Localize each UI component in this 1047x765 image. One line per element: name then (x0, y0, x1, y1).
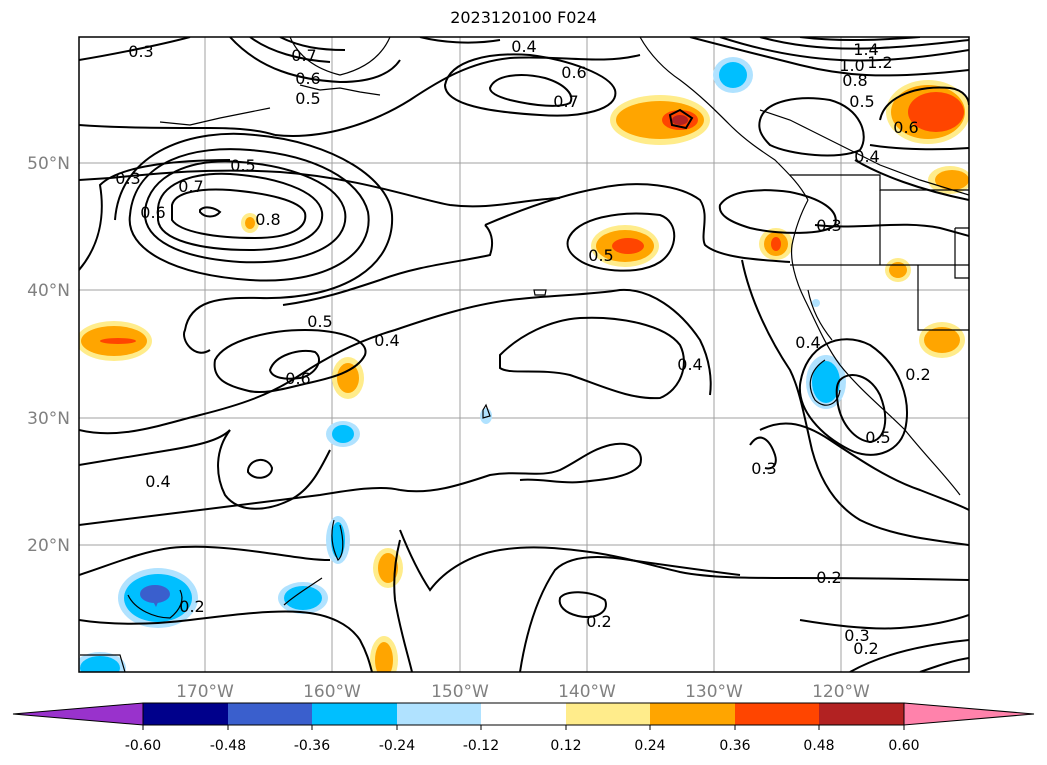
contour-label: 0.4 (511, 37, 536, 56)
colorbar-tick-label: -0.36 (294, 738, 330, 754)
contour-label: 0.3 (844, 626, 869, 645)
contour-label: 0.2 (905, 365, 930, 384)
graticule (79, 37, 969, 672)
colorbar-tick-label: 0.12 (550, 738, 581, 754)
colorbar-tick-label: 0.48 (803, 738, 834, 754)
map-title: 2023120100 F024 (450, 8, 597, 27)
lon-label: 170°W (176, 682, 234, 702)
contour-label: 0.5 (849, 92, 874, 111)
contour-label: 0.5 (307, 312, 332, 331)
map-background (79, 37, 969, 672)
contour-label: 0.4 (795, 333, 820, 352)
contour-label: 0.7 (553, 92, 578, 111)
colorbar-tick-label: 0.24 (634, 738, 665, 754)
colorbar-bin (228, 703, 312, 725)
contour-label: 0.6 (140, 203, 165, 222)
lon-label: 130°W (685, 682, 743, 702)
contour-lines (79, 37, 969, 672)
contour-label: 0.5 (295, 89, 320, 108)
colorbar-tick-label: -0.48 (210, 738, 246, 754)
colorbar-tick-label: 0.36 (719, 738, 750, 754)
contour-label: 0.5 (588, 246, 613, 265)
contour-label: 0.6 (295, 69, 320, 88)
colorbar-max-extend (903, 702, 1035, 726)
colorbar-frame (142, 702, 905, 726)
contour-label: 0.2 (586, 612, 611, 631)
contour-label: 0.6 (893, 118, 918, 137)
contour-label: 0.8 (842, 71, 867, 90)
contour-label: 1.0 (839, 56, 864, 75)
contour-label: 0.2 (816, 568, 841, 587)
contour-label: 0.3 (816, 216, 841, 235)
contour-label: 0.4 (677, 355, 702, 374)
contour-labels: 0.3 0.7 0.6 0.5 0.4 0.6 0.7 1.4 1.2 1.0 … (115, 37, 930, 658)
negative-anomaly-fills (79, 57, 846, 672)
colorbar-min-extend (12, 702, 144, 726)
contour-label: 0.4 (854, 147, 879, 166)
lon-label: 150°W (431, 682, 489, 702)
contour-label: 0.6 (285, 369, 310, 388)
contour-label: 0.5 (230, 156, 255, 175)
contour-label: 0.6 (561, 63, 586, 82)
latitude-labels: 50°N 40°N 30°N 20°N (27, 154, 70, 556)
lat-label: 40°N (27, 281, 70, 301)
colorbar-bin (312, 703, 397, 725)
colorbar-bin (397, 703, 481, 725)
contour-label: 0.2 (179, 597, 204, 616)
contour-label: 0.4 (145, 472, 170, 491)
contour-label: 1.2 (867, 53, 892, 72)
contour-label: 0.3 (128, 42, 153, 61)
map-frame (78, 36, 970, 673)
contour-label: 0.3 (751, 459, 776, 478)
colorbar-tick-label: -0.24 (379, 738, 415, 754)
colorbar-tick-label: -0.60 (125, 738, 161, 754)
contour-label: 0.7 (291, 46, 316, 65)
colorbar-ticks (142, 725, 905, 730)
longitude-labels: 170°W 160°W 150°W 140°W 130°W 120°W (176, 682, 870, 702)
colorbar-tick-label: 0.60 (888, 738, 919, 754)
contour-label: 0.4 (374, 331, 399, 350)
contour-label: 0.8 (255, 210, 280, 229)
lon-label: 140°W (558, 682, 616, 702)
lat-label: 50°N (27, 154, 70, 174)
colorbar-bin (481, 703, 566, 725)
colorbar-bin (650, 703, 735, 725)
contour-label: 0.5 (865, 428, 890, 447)
colorbar-bin (566, 703, 650, 725)
colorbar: -0.60 -0.48 -0.36 -0.24 -0.12 0.12 0.24 … (12, 702, 1035, 754)
lat-label: 20°N (27, 536, 70, 556)
contour-label: 0.3 (115, 169, 140, 188)
colorbar-bin (819, 703, 904, 725)
contour-label: 0.2 (853, 639, 878, 658)
colorbar-bin (735, 703, 819, 725)
contour-label: 1.4 (853, 40, 878, 59)
lat-label: 30°N (27, 409, 70, 429)
positive-anomaly-fills (79, 80, 969, 672)
colorbar-bin (143, 703, 228, 725)
colorbar-tick-label: -0.12 (463, 738, 499, 754)
contour-label: 0.7 (178, 177, 203, 196)
lon-label: 160°W (303, 682, 361, 702)
lon-label: 120°W (812, 682, 870, 702)
